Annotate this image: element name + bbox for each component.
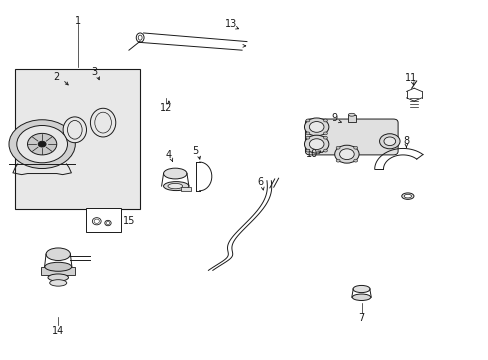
Ellipse shape xyxy=(167,183,182,189)
Ellipse shape xyxy=(94,219,99,224)
Ellipse shape xyxy=(304,118,328,136)
Text: 7: 7 xyxy=(358,313,364,323)
Ellipse shape xyxy=(48,274,68,281)
Circle shape xyxy=(17,126,67,163)
Bar xyxy=(181,187,190,192)
Ellipse shape xyxy=(104,220,111,226)
Circle shape xyxy=(27,134,57,155)
Text: 4: 4 xyxy=(165,150,172,160)
Text: 2: 2 xyxy=(54,72,60,82)
Bar xyxy=(41,267,75,275)
Ellipse shape xyxy=(163,181,188,190)
Text: 11: 11 xyxy=(405,73,417,83)
Circle shape xyxy=(323,136,327,139)
Ellipse shape xyxy=(106,221,110,225)
Text: 5: 5 xyxy=(192,145,199,156)
Text: 8: 8 xyxy=(403,136,408,145)
Circle shape xyxy=(335,146,339,149)
Circle shape xyxy=(323,149,327,152)
Text: 13: 13 xyxy=(224,19,237,30)
Text: 14: 14 xyxy=(52,325,64,336)
Ellipse shape xyxy=(309,139,324,149)
Ellipse shape xyxy=(63,117,86,143)
Circle shape xyxy=(323,119,327,122)
Circle shape xyxy=(305,119,309,122)
Bar xyxy=(15,69,140,209)
Text: 9: 9 xyxy=(331,113,337,123)
Bar xyxy=(347,115,355,122)
Circle shape xyxy=(353,159,357,162)
Bar xyxy=(86,208,121,232)
Circle shape xyxy=(305,132,309,135)
Ellipse shape xyxy=(379,134,399,149)
Ellipse shape xyxy=(404,194,411,198)
Circle shape xyxy=(305,136,309,139)
Ellipse shape xyxy=(383,137,395,145)
Ellipse shape xyxy=(50,280,67,286)
Ellipse shape xyxy=(401,193,413,199)
Circle shape xyxy=(9,120,75,168)
Ellipse shape xyxy=(46,248,70,261)
Circle shape xyxy=(305,149,309,152)
Ellipse shape xyxy=(334,145,358,163)
Ellipse shape xyxy=(95,112,111,133)
Circle shape xyxy=(323,132,327,135)
Circle shape xyxy=(335,159,339,162)
Text: 1: 1 xyxy=(75,17,81,27)
Text: 15: 15 xyxy=(123,216,135,226)
Ellipse shape xyxy=(339,149,353,159)
Ellipse shape xyxy=(352,285,369,293)
Circle shape xyxy=(353,146,357,149)
Ellipse shape xyxy=(347,113,354,116)
Ellipse shape xyxy=(136,33,144,42)
Text: 12: 12 xyxy=(160,103,172,113)
Ellipse shape xyxy=(45,262,72,271)
Text: 3: 3 xyxy=(91,67,97,77)
Ellipse shape xyxy=(163,168,186,179)
Ellipse shape xyxy=(138,35,142,40)
Ellipse shape xyxy=(67,121,82,139)
Ellipse shape xyxy=(304,135,328,153)
Text: 10: 10 xyxy=(305,149,317,159)
FancyBboxPatch shape xyxy=(305,119,397,155)
Ellipse shape xyxy=(309,122,324,132)
Ellipse shape xyxy=(351,294,370,301)
Ellipse shape xyxy=(90,108,116,137)
Ellipse shape xyxy=(92,218,101,225)
Circle shape xyxy=(38,141,46,147)
Text: 6: 6 xyxy=(257,177,263,187)
